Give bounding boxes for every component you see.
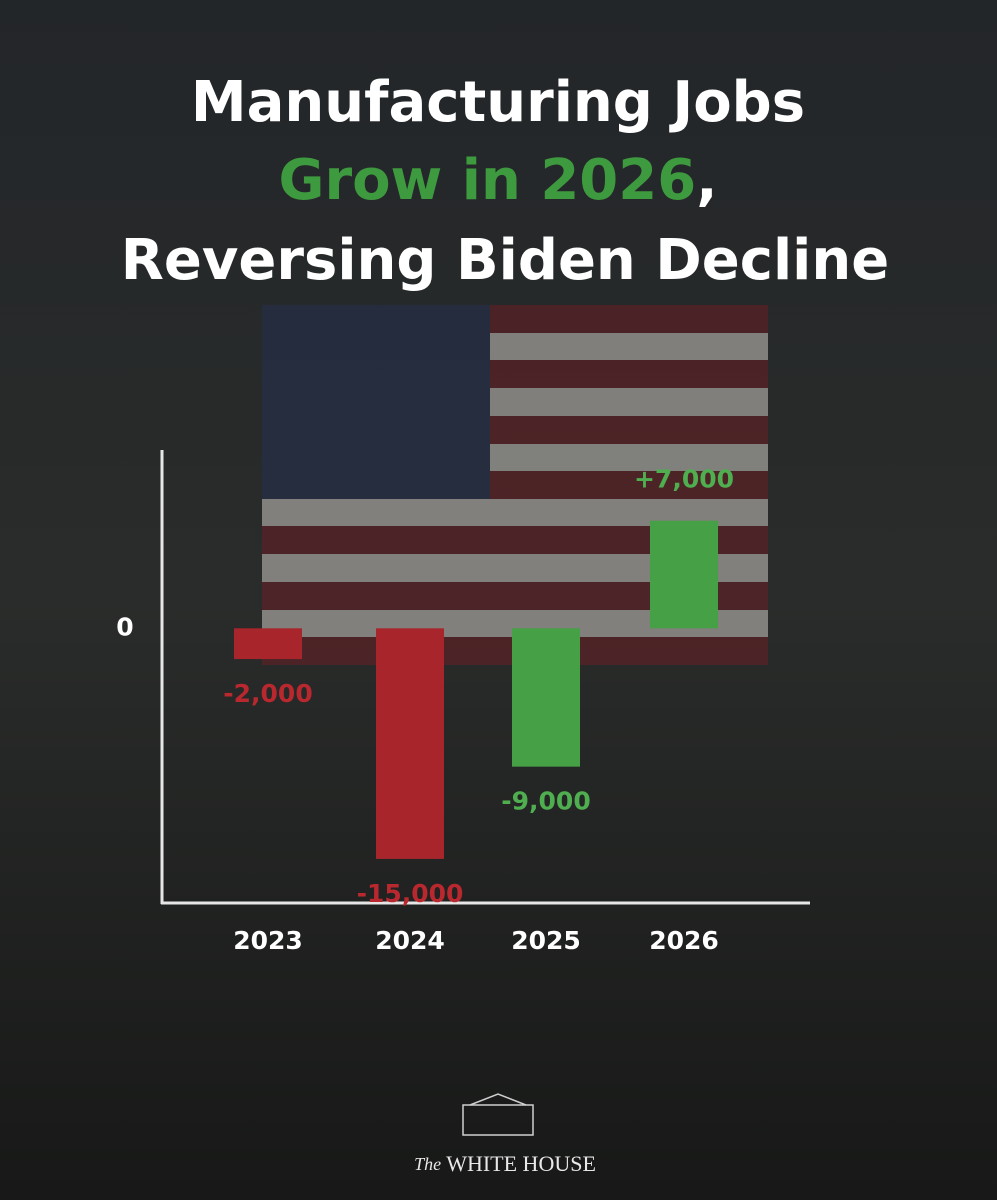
y-tick-label: 0 — [116, 612, 133, 641]
title-part: , — [696, 148, 717, 213]
footer-name: WHITE HOUSE — [446, 1151, 596, 1176]
flag — [262, 305, 768, 665]
x-tick-label: 2026 — [649, 926, 719, 955]
bar — [234, 628, 302, 660]
value-label: +7,000 — [634, 465, 734, 494]
bar — [650, 520, 718, 629]
footer: The WHITE HOUSE — [414, 1093, 596, 1176]
title-line: Grow in 2026, — [279, 148, 718, 213]
value-label: -2,000 — [223, 679, 312, 708]
svg-text:The WHITE HOUSE: The WHITE HOUSE — [414, 1151, 596, 1176]
title-highlight: Grow in 2026 — [279, 148, 697, 213]
title-line: Reversing Biden Decline — [121, 228, 889, 293]
x-tick-label: 2024 — [375, 926, 445, 955]
value-label: -9,000 — [501, 787, 590, 816]
x-tick-label: 2025 — [511, 926, 581, 955]
bar — [512, 628, 580, 767]
footer-the: The — [414, 1154, 441, 1174]
bar — [376, 628, 444, 859]
value-label: -15,000 — [357, 879, 464, 908]
title-line: Manufacturing Jobs — [191, 70, 805, 135]
x-tick-label: 2023 — [233, 926, 303, 955]
